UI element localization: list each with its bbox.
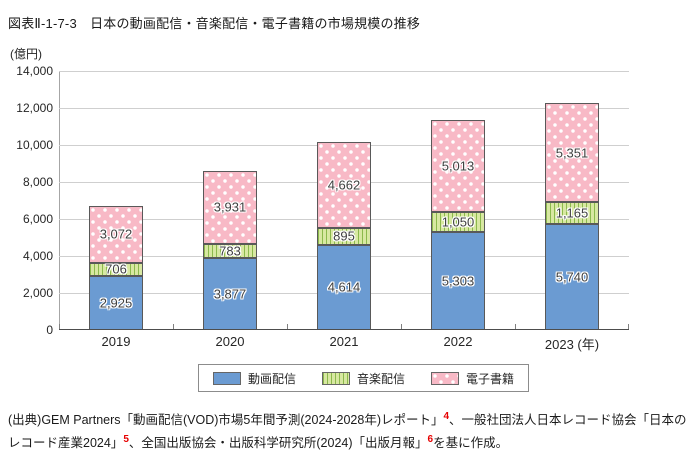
bar-segment-music-streaming: 895	[317, 228, 371, 245]
bar-segment-music-streaming: 1,050	[431, 212, 485, 232]
legend-item-ebook: 電子書籍	[431, 370, 514, 387]
bar-value-label: 783	[219, 243, 241, 259]
bar-value-label: 5,740	[555, 269, 589, 285]
source-note: (出典)GEM Partners「動画配信(VOD)市場5年間予測(2024-2…	[8, 407, 694, 453]
bar-value-label: 1,165	[555, 205, 589, 221]
y-tick-label: 14,000	[16, 64, 53, 78]
y-axis-unit-label: (億円)	[10, 47, 42, 61]
bar-segment-music-streaming: 783	[203, 243, 257, 259]
plot-area: 2,925 706 3,072 3,877 783 3,931 4,614 895 4,662 5…	[59, 70, 629, 330]
y-tick-label: 10,000	[16, 138, 53, 152]
gridline	[59, 70, 629, 72]
bar-value-label: 3,072	[99, 226, 133, 242]
bar-value-label: 706	[105, 261, 127, 277]
x-axis-tick	[401, 324, 402, 330]
y-tick-label: 6,000	[22, 212, 53, 226]
x-axis-tick	[287, 324, 288, 330]
legend-label: 電子書籍	[466, 371, 515, 386]
bar-segment-ebook: 5,351	[545, 103, 599, 203]
source-text: 、全国出版協会・出版科学研究所(2024)「出版月報」	[128, 436, 428, 451]
x-tick-label-2021: 2021	[329, 334, 359, 349]
y-tick-label: 2,000	[22, 286, 53, 300]
bar-value-label: 3,931	[213, 199, 247, 215]
footnote-ref: 6	[427, 434, 434, 446]
source-text: を基に作成。	[433, 436, 509, 451]
figure-title: 図表Ⅱ-1-7-3 日本の動画配信・音楽配信・電子書籍の市場規模の推移	[8, 16, 421, 31]
bar-value-label: 4,662	[327, 177, 361, 193]
x-tick-label-2019: 2019	[101, 334, 131, 349]
legend-swatch-video-streaming	[213, 371, 241, 385]
bar-stack-2019: 2,925 706 3,072	[89, 206, 143, 330]
source-text: (出典)GEM Partners「動画配信(VOD)市場5年間予測(2024-2…	[8, 413, 444, 428]
source-text: 、一般社団法人日本レコード協会「日本のレコード産業2024」	[8, 413, 687, 451]
y-tick-label: 0	[46, 323, 53, 337]
x-tick-label-2022: 2022	[443, 334, 473, 349]
bar-segment-ebook: 4,662	[317, 141, 371, 229]
bar-segment-ebook: 3,072	[89, 206, 143, 263]
legend-swatch-ebook	[431, 371, 460, 385]
bar-value-label: 5,351	[555, 145, 589, 161]
x-axis-tick	[515, 324, 516, 330]
bar-segment-video-streaming: 4,614	[317, 244, 371, 330]
bar-value-label: 2,925	[99, 295, 133, 311]
legend-item-video-streaming: 動画配信	[213, 370, 296, 387]
bar-segment-video-streaming: 3,877	[203, 258, 257, 330]
bar-stack-2021: 4,614 895 4,662	[317, 141, 371, 330]
footnote-ref: 4	[443, 411, 450, 422]
chart-legend: 動画配信 音楽配信 電子書籍	[198, 364, 530, 392]
legend-item-music-streaming: 音楽配信	[322, 370, 405, 387]
bar-value-label: 5,303	[441, 273, 475, 289]
gridline	[59, 107, 629, 109]
x-axis-tick	[173, 324, 174, 330]
legend-label: 音楽配信	[357, 371, 406, 386]
bar-stack-2022: 5,303 1,050 5,013	[431, 119, 485, 330]
bar-value-label: 5,013	[441, 158, 475, 174]
y-tick-label: 8,000	[22, 175, 53, 189]
y-axis-line	[59, 71, 60, 330]
bar-segment-video-streaming: 5,303	[431, 231, 485, 330]
bar-value-label: 1,050	[441, 214, 475, 230]
legend-label: 動画配信	[248, 371, 297, 386]
bar-stack-2023: 5,740 1,165 5,351	[545, 103, 599, 330]
bar-segment-music-streaming: 1,165	[545, 202, 599, 224]
x-axis-line	[59, 329, 629, 330]
x-tick-label-2020: 2020	[215, 334, 245, 349]
bar-segment-video-streaming: 2,925	[89, 275, 143, 330]
y-tick-label: 12,000	[16, 101, 53, 115]
bar-segment-video-streaming: 5,740	[545, 223, 599, 330]
bar-segment-ebook: 3,931	[203, 171, 257, 244]
footnote-ref: 5	[123, 434, 129, 446]
bar-value-label: 895	[333, 228, 355, 244]
bar-stack-2020: 3,877 783 3,931	[203, 171, 257, 330]
bar-segment-music-streaming: 706	[89, 261, 143, 277]
x-axis-tick	[628, 324, 629, 330]
bar-segment-ebook: 5,013	[431, 119, 485, 213]
y-tick-label: 4,000	[22, 249, 53, 263]
legend-swatch-music-streaming	[322, 371, 351, 385]
bar-value-label: 3,877	[213, 286, 247, 302]
bar-value-label: 4,614	[327, 279, 361, 295]
x-tick-label-2023: 2023 (年)	[544, 337, 600, 352]
x-axis-tick	[59, 324, 60, 330]
